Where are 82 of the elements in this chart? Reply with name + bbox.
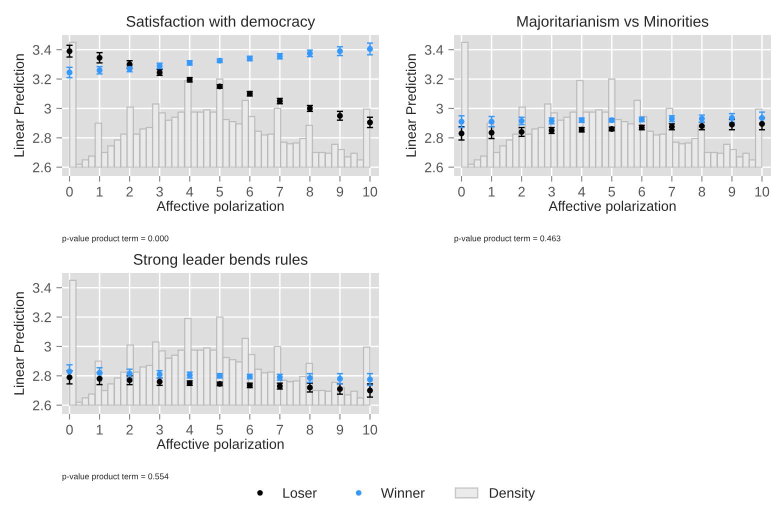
point [156,70,163,76]
y-tick-label: 3.4 [32,283,52,293]
x-tick-label: 0 [66,186,73,197]
x-tick-label: 5 [216,186,224,197]
text: p-value product term = 0.000 [62,235,168,243]
chart-title: Majoritarianism vs Minorities [517,16,708,30]
y-tick-label: 2.8 [32,133,51,143]
x-tick-label: 2 [518,186,525,196]
point [336,48,343,54]
y-tick-label: 3.2 [32,312,51,322]
x-tick-label: 7 [668,186,676,196]
x-tick-label: 3 [548,186,555,197]
point [306,384,313,391]
x-axis-title: Affective polarization [156,438,284,452]
point [458,130,464,136]
point [336,112,343,119]
x-tick-label: 4 [186,186,194,196]
x-axis-title: Affective polarization [548,200,676,214]
y-tick-label: 3.4 [424,45,444,55]
x-tick-label: 1 [96,424,103,434]
x-tick-label: 9 [728,186,736,197]
x-tick-label: 0 [66,424,73,435]
point [458,118,464,125]
x-tick-label: 3 [156,424,163,435]
y-tick-label: 3 [44,104,51,114]
x-tick-label: 7 [276,424,284,434]
x-tick-label: 1 [96,186,103,196]
y-tick-label: 3.4 [32,45,52,55]
point [306,375,313,381]
x-tick-label: 4 [578,186,586,196]
y-tick-label: 2.6 [32,400,51,410]
point [488,118,495,125]
x-tick-label: 0 [458,186,465,197]
y-tick-label: 3 [44,342,51,352]
x-tick-label: 8 [306,186,314,197]
x-tick-label: 4 [186,424,194,434]
x-tick-label: 10 [755,186,770,197]
x-tick-label: 7 [276,186,284,196]
x-tick-label: 6 [638,186,646,197]
legend-label: Density [490,488,536,501]
point [518,128,525,135]
x-tick-label: 8 [306,424,314,435]
y-tick-label: 2.8 [424,133,443,143]
x-tick-label: 8 [698,186,706,197]
y-tick-label: 3.2 [424,74,443,84]
y-tick-label: 2.8 [32,371,51,381]
y-tick-label: 2.6 [424,162,443,172]
x-axis-title: Affective polarization [156,200,284,214]
point [96,54,103,61]
point [336,386,343,392]
x-tick-label: 5 [216,424,224,435]
x-tick-label: 5 [608,186,616,197]
x-tick-label: 2 [126,186,133,196]
x-tick-label: 10 [363,424,378,435]
legend-label: Winner [380,488,425,498]
chart-title: Satisfaction with democracy [126,16,316,30]
y-axis-title: Linear Prediction [14,292,24,394]
x-tick-label: 2 [126,424,133,434]
x-tick-label: 9 [336,424,344,435]
point [488,130,495,136]
y-tick-label: 2.6 [32,162,51,172]
point [66,70,72,76]
y-axis-title: Linear Prediction [14,54,24,156]
text: p-value product term = 0.554 [62,473,169,481]
legend-label: Loser [283,488,317,498]
x-tick-label: 6 [246,186,254,197]
point [336,376,343,382]
point [367,376,373,382]
y-tick-label: 3.2 [32,74,51,84]
point [367,388,373,394]
point [66,48,72,54]
x-tick-label: 1 [488,186,495,196]
text: p-value product term = 0.463 [454,235,560,243]
point [367,119,373,126]
y-axis-title: Linear Prediction [406,54,416,156]
x-tick-label: 3 [156,186,163,197]
y-tick-label: 3 [436,104,443,114]
x-tick-label: 6 [246,424,254,435]
x-tick-label: 9 [336,186,344,197]
x-tick-label: 10 [363,186,378,197]
point [367,46,373,52]
chart-title: Strong leader bends rules [134,254,308,268]
